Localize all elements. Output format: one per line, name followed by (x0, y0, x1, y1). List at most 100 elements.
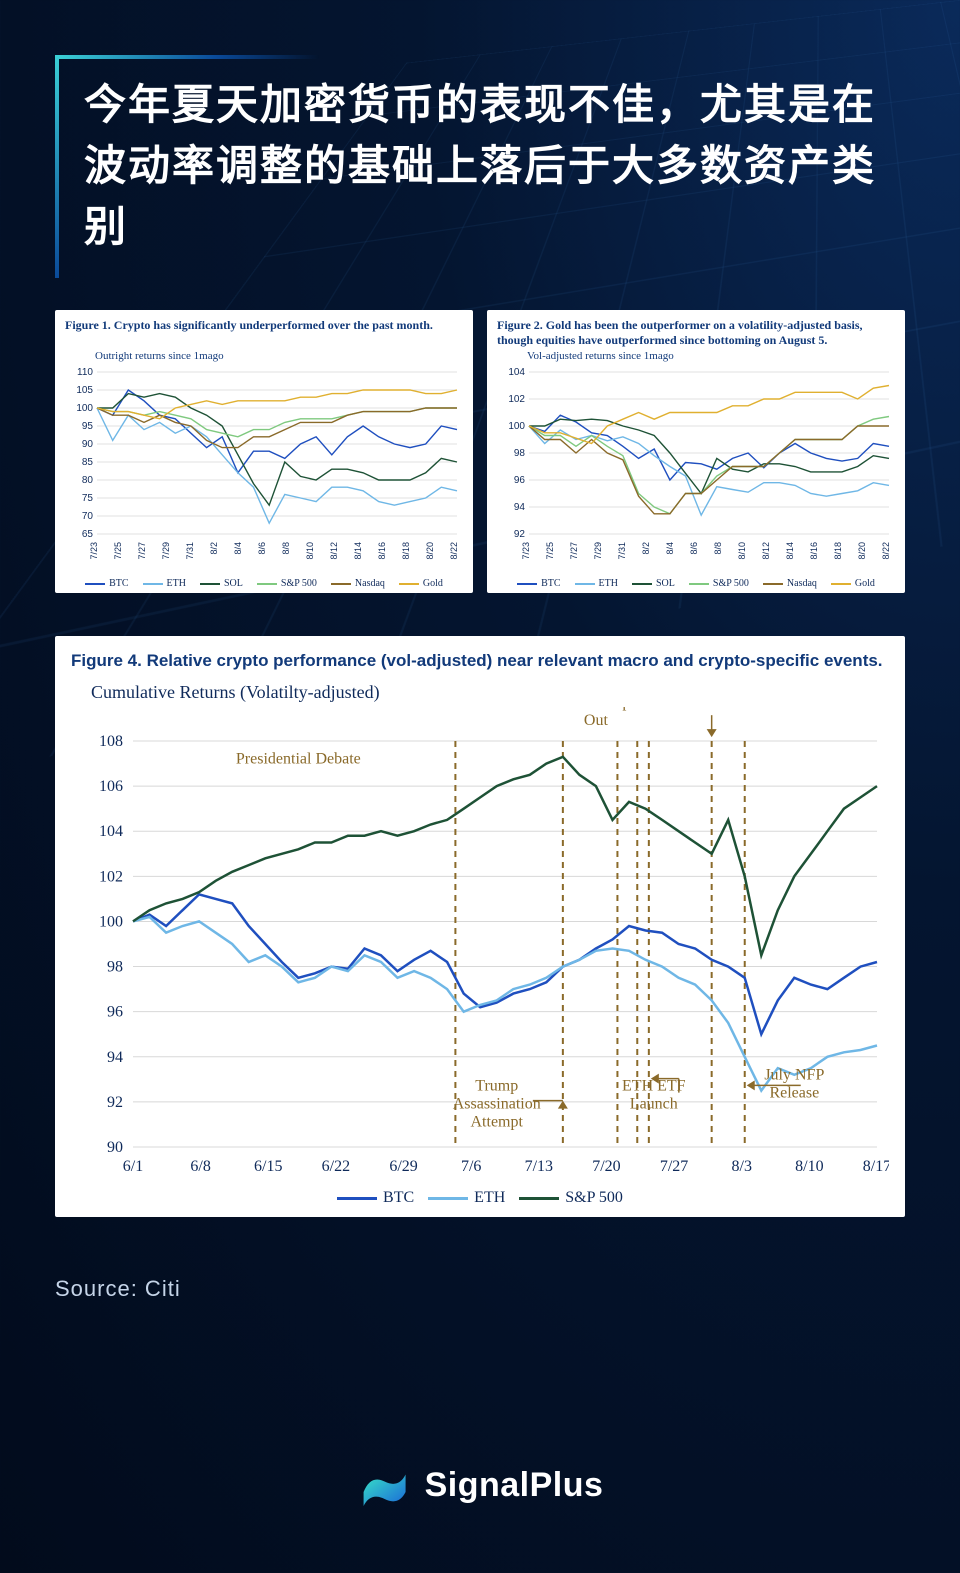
svg-text:8/2: 8/2 (641, 542, 651, 555)
legend-item: ETH (143, 578, 186, 589)
fig2-title: Figure 2. Gold has been the outperformer… (497, 318, 895, 348)
svg-text:8/20: 8/20 (425, 542, 435, 560)
svg-text:98: 98 (107, 959, 123, 976)
svg-text:65: 65 (82, 529, 94, 540)
svg-text:6/22: 6/22 (322, 1158, 350, 1175)
svg-text:85: 85 (82, 457, 94, 468)
svg-text:80: 80 (82, 475, 94, 486)
legend-item: Gold (831, 578, 875, 589)
legend-item: ETH (575, 578, 618, 589)
legend-item: BTC (337, 1189, 414, 1207)
svg-text:8/16: 8/16 (809, 542, 819, 560)
svg-text:8/12: 8/12 (329, 542, 339, 560)
svg-text:8/6: 8/6 (689, 542, 699, 555)
svg-text:7/6: 7/6 (461, 1158, 481, 1175)
fig2-subtitle: Vol-adjusted returns since 1mago (527, 350, 895, 362)
svg-text:102: 102 (508, 394, 525, 405)
legend-item: S&P 500 (519, 1189, 623, 1207)
svg-text:8/8: 8/8 (713, 542, 723, 555)
svg-text:8/4: 8/4 (665, 542, 675, 555)
svg-text:104: 104 (508, 367, 525, 378)
svg-text:7/25: 7/25 (545, 542, 555, 560)
svg-text:Release: Release (769, 1084, 819, 1101)
svg-text:8/10: 8/10 (737, 542, 747, 560)
svg-text:FOMC: FOMC (672, 707, 717, 711)
legend-item: ETH (428, 1189, 505, 1207)
svg-text:92: 92 (107, 1094, 123, 1111)
legend-item: Nasdaq (763, 578, 817, 589)
svg-text:8/14: 8/14 (785, 542, 795, 560)
svg-text:Assassination: Assassination (453, 1096, 541, 1113)
svg-text:110: 110 (77, 367, 93, 378)
svg-text:7/27: 7/27 (137, 542, 147, 560)
legend-item: SOL (200, 578, 243, 589)
svg-text:8/17: 8/17 (863, 1158, 889, 1175)
svg-text:106: 106 (99, 778, 123, 795)
svg-text:7/23: 7/23 (89, 542, 99, 560)
svg-text:8/4: 8/4 (233, 542, 243, 555)
svg-text:104: 104 (99, 823, 123, 840)
svg-text:75: 75 (82, 493, 94, 504)
svg-text:July NFP: July NFP (764, 1066, 824, 1083)
svg-text:Presidential Debate: Presidential Debate (236, 751, 361, 768)
svg-text:105: 105 (76, 385, 93, 396)
svg-text:8/10: 8/10 (305, 542, 315, 560)
svg-text:70: 70 (82, 511, 94, 522)
svg-text:Trump: Trump (475, 1078, 518, 1095)
svg-text:94: 94 (107, 1049, 123, 1066)
svg-text:90: 90 (107, 1139, 123, 1156)
svg-text:8/22: 8/22 (881, 542, 891, 560)
svg-text:6/15: 6/15 (254, 1158, 282, 1175)
svg-text:6/1: 6/1 (123, 1158, 143, 1175)
fig2-chart: 929496981001021047/237/257/277/297/318/2… (497, 366, 895, 576)
svg-text:7/29: 7/29 (593, 542, 603, 560)
svg-text:8/20: 8/20 (857, 542, 867, 560)
fig4-chart: 90929496981001021041061086/16/86/156/226… (71, 707, 889, 1187)
fig1-legend: BTCETHSOLS&P 500NasdaqGold (65, 578, 463, 589)
fig2-legend: BTCETHSOLS&P 500NasdaqGold (497, 578, 895, 589)
svg-text:95: 95 (82, 421, 94, 432)
svg-text:8/3: 8/3 (732, 1158, 752, 1175)
source-attribution: Source: Citi (55, 1276, 181, 1302)
svg-text:7/31: 7/31 (185, 542, 195, 560)
logo-icon (357, 1457, 413, 1513)
fig1-title: Figure 1. Crypto has significantly under… (65, 318, 463, 348)
svg-text:8/12: 8/12 (761, 542, 771, 560)
svg-text:7/23: 7/23 (521, 542, 531, 560)
svg-text:100: 100 (508, 421, 525, 432)
svg-text:100: 100 (76, 403, 93, 414)
svg-text:7/27: 7/27 (569, 542, 579, 560)
legend-item: SOL (632, 578, 675, 589)
svg-text:8/8: 8/8 (281, 542, 291, 555)
svg-text:8/16: 8/16 (377, 542, 387, 560)
svg-text:90: 90 (82, 439, 94, 450)
fig4-subtitle: Cumulative Returns (Volatilty-adjusted) (91, 682, 889, 703)
svg-text:6/8: 6/8 (190, 1158, 210, 1175)
svg-text:7/13: 7/13 (525, 1158, 553, 1175)
svg-text:8/2: 8/2 (209, 542, 219, 555)
fig4-legend: BTC ETH S&P 500 (71, 1189, 889, 1207)
brand-name: SignalPlus (425, 1466, 604, 1505)
svg-text:8/6: 8/6 (257, 542, 267, 555)
svg-text:98: 98 (514, 448, 526, 459)
svg-text:Out: Out (584, 712, 609, 729)
legend-item: BTC (517, 578, 560, 589)
svg-text:6/29: 6/29 (389, 1158, 417, 1175)
svg-text:7/25: 7/25 (113, 542, 123, 560)
header-title: 今年夏天加密货币的表现不佳，尤其是在波动率调整的基础上落后于大多数资产类别 (84, 75, 905, 258)
brand-logo: SignalPlus (357, 1457, 604, 1513)
svg-text:7/27: 7/27 (660, 1158, 688, 1175)
legend-item: Gold (399, 578, 443, 589)
figure-1: Figure 1. Crypto has significantly under… (55, 310, 473, 593)
svg-text:Attempt: Attempt (471, 1114, 524, 1131)
svg-text:96: 96 (107, 1004, 123, 1021)
legend-item: BTC (85, 578, 128, 589)
svg-text:92: 92 (514, 529, 526, 540)
svg-text:Launch: Launch (630, 1096, 678, 1113)
svg-text:8/18: 8/18 (833, 542, 843, 560)
svg-text:8/22: 8/22 (449, 542, 459, 560)
figure-4: Figure 4. Relative crypto performance (v… (55, 636, 905, 1217)
svg-text:100: 100 (99, 914, 123, 931)
svg-text:8/10: 8/10 (795, 1158, 823, 1175)
svg-text:Biden Drops: Biden Drops (555, 707, 636, 711)
